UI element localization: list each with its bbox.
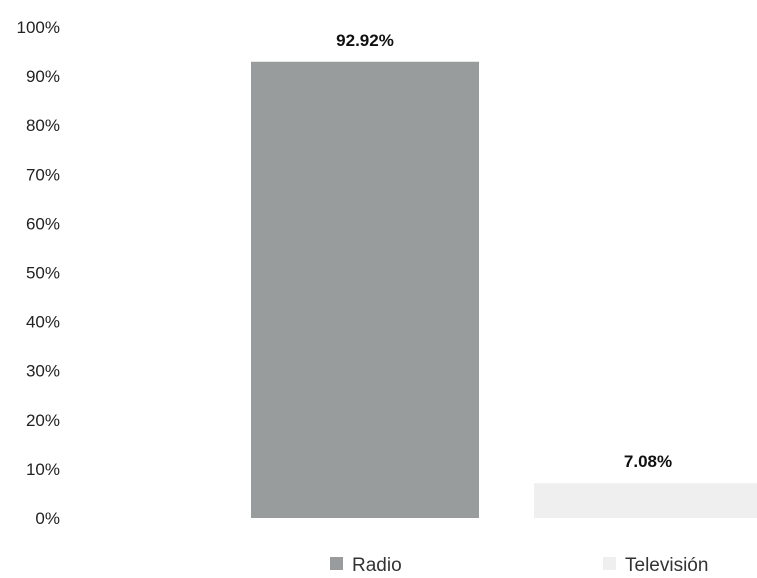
y-axis: 0% 10% 20% 30% 40% 50% 60% 70% 80% 90% 100%	[17, 18, 60, 528]
y-tick-label: 70%	[26, 165, 60, 184]
bar-radio	[251, 61, 479, 519]
bars	[251, 61, 757, 519]
legend-swatch	[603, 557, 616, 570]
y-tick-label: 90%	[26, 67, 60, 86]
data-label: 92.92%	[336, 31, 394, 50]
y-tick-label: 40%	[26, 313, 60, 332]
legend-label: Televisión	[625, 555, 708, 576]
y-tick-label: 0%	[35, 509, 60, 528]
y-tick-label: 80%	[26, 116, 60, 135]
legend: Radio Televisión	[330, 555, 708, 576]
legend-swatch	[330, 557, 343, 570]
legend-label: Radio	[352, 555, 402, 576]
data-label: 7.08%	[624, 452, 672, 471]
y-tick-label: 100%	[17, 18, 60, 37]
y-tick-label: 60%	[26, 214, 60, 233]
y-tick-label: 10%	[26, 460, 60, 479]
y-tick-label: 20%	[26, 411, 60, 430]
y-tick-label: 30%	[26, 362, 60, 381]
data-labels: 92.92% 7.08%	[336, 31, 672, 471]
y-tick-label: 50%	[26, 264, 60, 283]
bar-television	[534, 483, 757, 518]
